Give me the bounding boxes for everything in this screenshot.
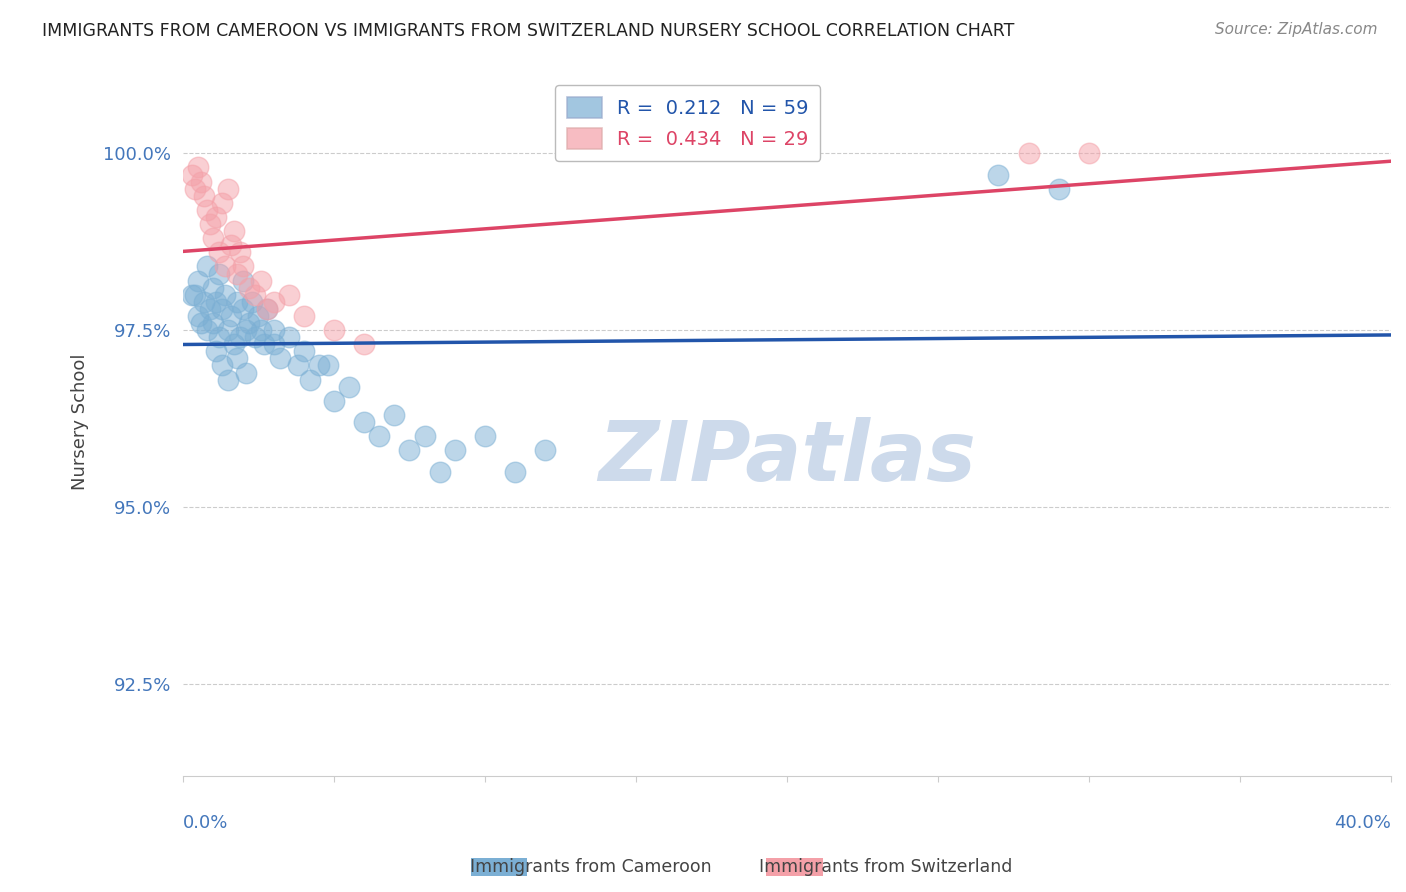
Point: [205, 210, 228, 224]
Point: [534, 443, 557, 458]
Point: [443, 443, 465, 458]
Point: [190, 175, 212, 189]
Point: [382, 408, 405, 422]
Y-axis label: Nursery School: Nursery School: [72, 354, 89, 491]
Point: [214, 287, 236, 301]
Text: ZIPatlas: ZIPatlas: [598, 417, 976, 498]
Point: [219, 238, 242, 252]
Point: [198, 217, 221, 231]
Text: Immigrants from Cameroon: Immigrants from Cameroon: [470, 858, 711, 876]
Point: [1078, 146, 1101, 161]
Point: [256, 301, 278, 316]
Point: [205, 294, 228, 309]
Point: [247, 309, 270, 323]
Point: [195, 202, 218, 217]
Point: [308, 359, 330, 373]
Point: [232, 301, 254, 316]
Point: [277, 287, 299, 301]
Point: [219, 309, 242, 323]
Point: [250, 323, 273, 337]
Point: [232, 274, 254, 288]
Point: [193, 188, 215, 202]
Point: [277, 330, 299, 344]
Point: [242, 294, 264, 309]
Point: [202, 231, 225, 245]
Point: [263, 323, 285, 337]
Text: 0.0%: 0.0%: [183, 814, 228, 832]
Point: [226, 294, 249, 309]
Point: [211, 359, 233, 373]
Point: [217, 323, 239, 337]
Point: [208, 245, 231, 260]
Point: [193, 294, 215, 309]
Point: [211, 301, 233, 316]
Legend: R =  0.212   N = 59, R =  0.434   N = 29: R = 0.212 N = 59, R = 0.434 N = 29: [555, 86, 821, 161]
Point: [205, 344, 228, 359]
Point: [195, 323, 218, 337]
Point: [187, 274, 209, 288]
Text: 40.0%: 40.0%: [1334, 814, 1391, 832]
Point: [198, 301, 221, 316]
Text: Source: ZipAtlas.com: Source: ZipAtlas.com: [1215, 22, 1378, 37]
Point: [1047, 182, 1070, 196]
Point: [208, 330, 231, 344]
Point: [245, 330, 267, 344]
Point: [298, 373, 321, 387]
Point: [226, 267, 249, 281]
Point: [224, 337, 246, 351]
Point: [229, 245, 252, 260]
Point: [269, 351, 291, 366]
Point: [235, 366, 257, 380]
Point: [368, 429, 391, 443]
Point: [224, 224, 246, 238]
Point: [211, 195, 233, 210]
Point: [429, 465, 451, 479]
Point: [184, 182, 207, 196]
Point: [263, 337, 285, 351]
Point: [253, 337, 276, 351]
Point: [263, 294, 285, 309]
Point: [245, 287, 267, 301]
Point: [202, 316, 225, 330]
Point: [217, 182, 239, 196]
Point: [187, 309, 209, 323]
Point: [226, 351, 249, 366]
Point: [235, 323, 257, 337]
Point: [187, 161, 209, 175]
Point: [1018, 146, 1040, 161]
Point: [181, 168, 204, 182]
Point: [474, 429, 496, 443]
Point: [323, 393, 346, 408]
Point: [238, 281, 260, 295]
Point: [323, 323, 346, 337]
Point: [250, 274, 273, 288]
Text: IMMIGRANTS FROM CAMEROON VS IMMIGRANTS FROM SWITZERLAND NURSERY SCHOOL CORRELATI: IMMIGRANTS FROM CAMEROON VS IMMIGRANTS F…: [42, 22, 1015, 40]
Point: [217, 373, 239, 387]
Point: [229, 330, 252, 344]
Point: [190, 316, 212, 330]
Point: [353, 337, 375, 351]
Point: [202, 281, 225, 295]
Point: [287, 359, 309, 373]
Point: [238, 316, 260, 330]
Point: [181, 287, 204, 301]
Point: [987, 168, 1010, 182]
Point: [316, 359, 339, 373]
Point: [398, 443, 420, 458]
Point: [353, 415, 375, 429]
Point: [208, 267, 231, 281]
Point: [337, 379, 360, 393]
Point: [292, 309, 315, 323]
Point: [214, 260, 236, 274]
Text: Immigrants from Switzerland: Immigrants from Switzerland: [759, 858, 1012, 876]
Point: [195, 260, 218, 274]
Point: [232, 260, 254, 274]
Point: [292, 344, 315, 359]
Point: [503, 465, 526, 479]
Point: [256, 301, 278, 316]
Point: [413, 429, 436, 443]
Point: [184, 287, 207, 301]
